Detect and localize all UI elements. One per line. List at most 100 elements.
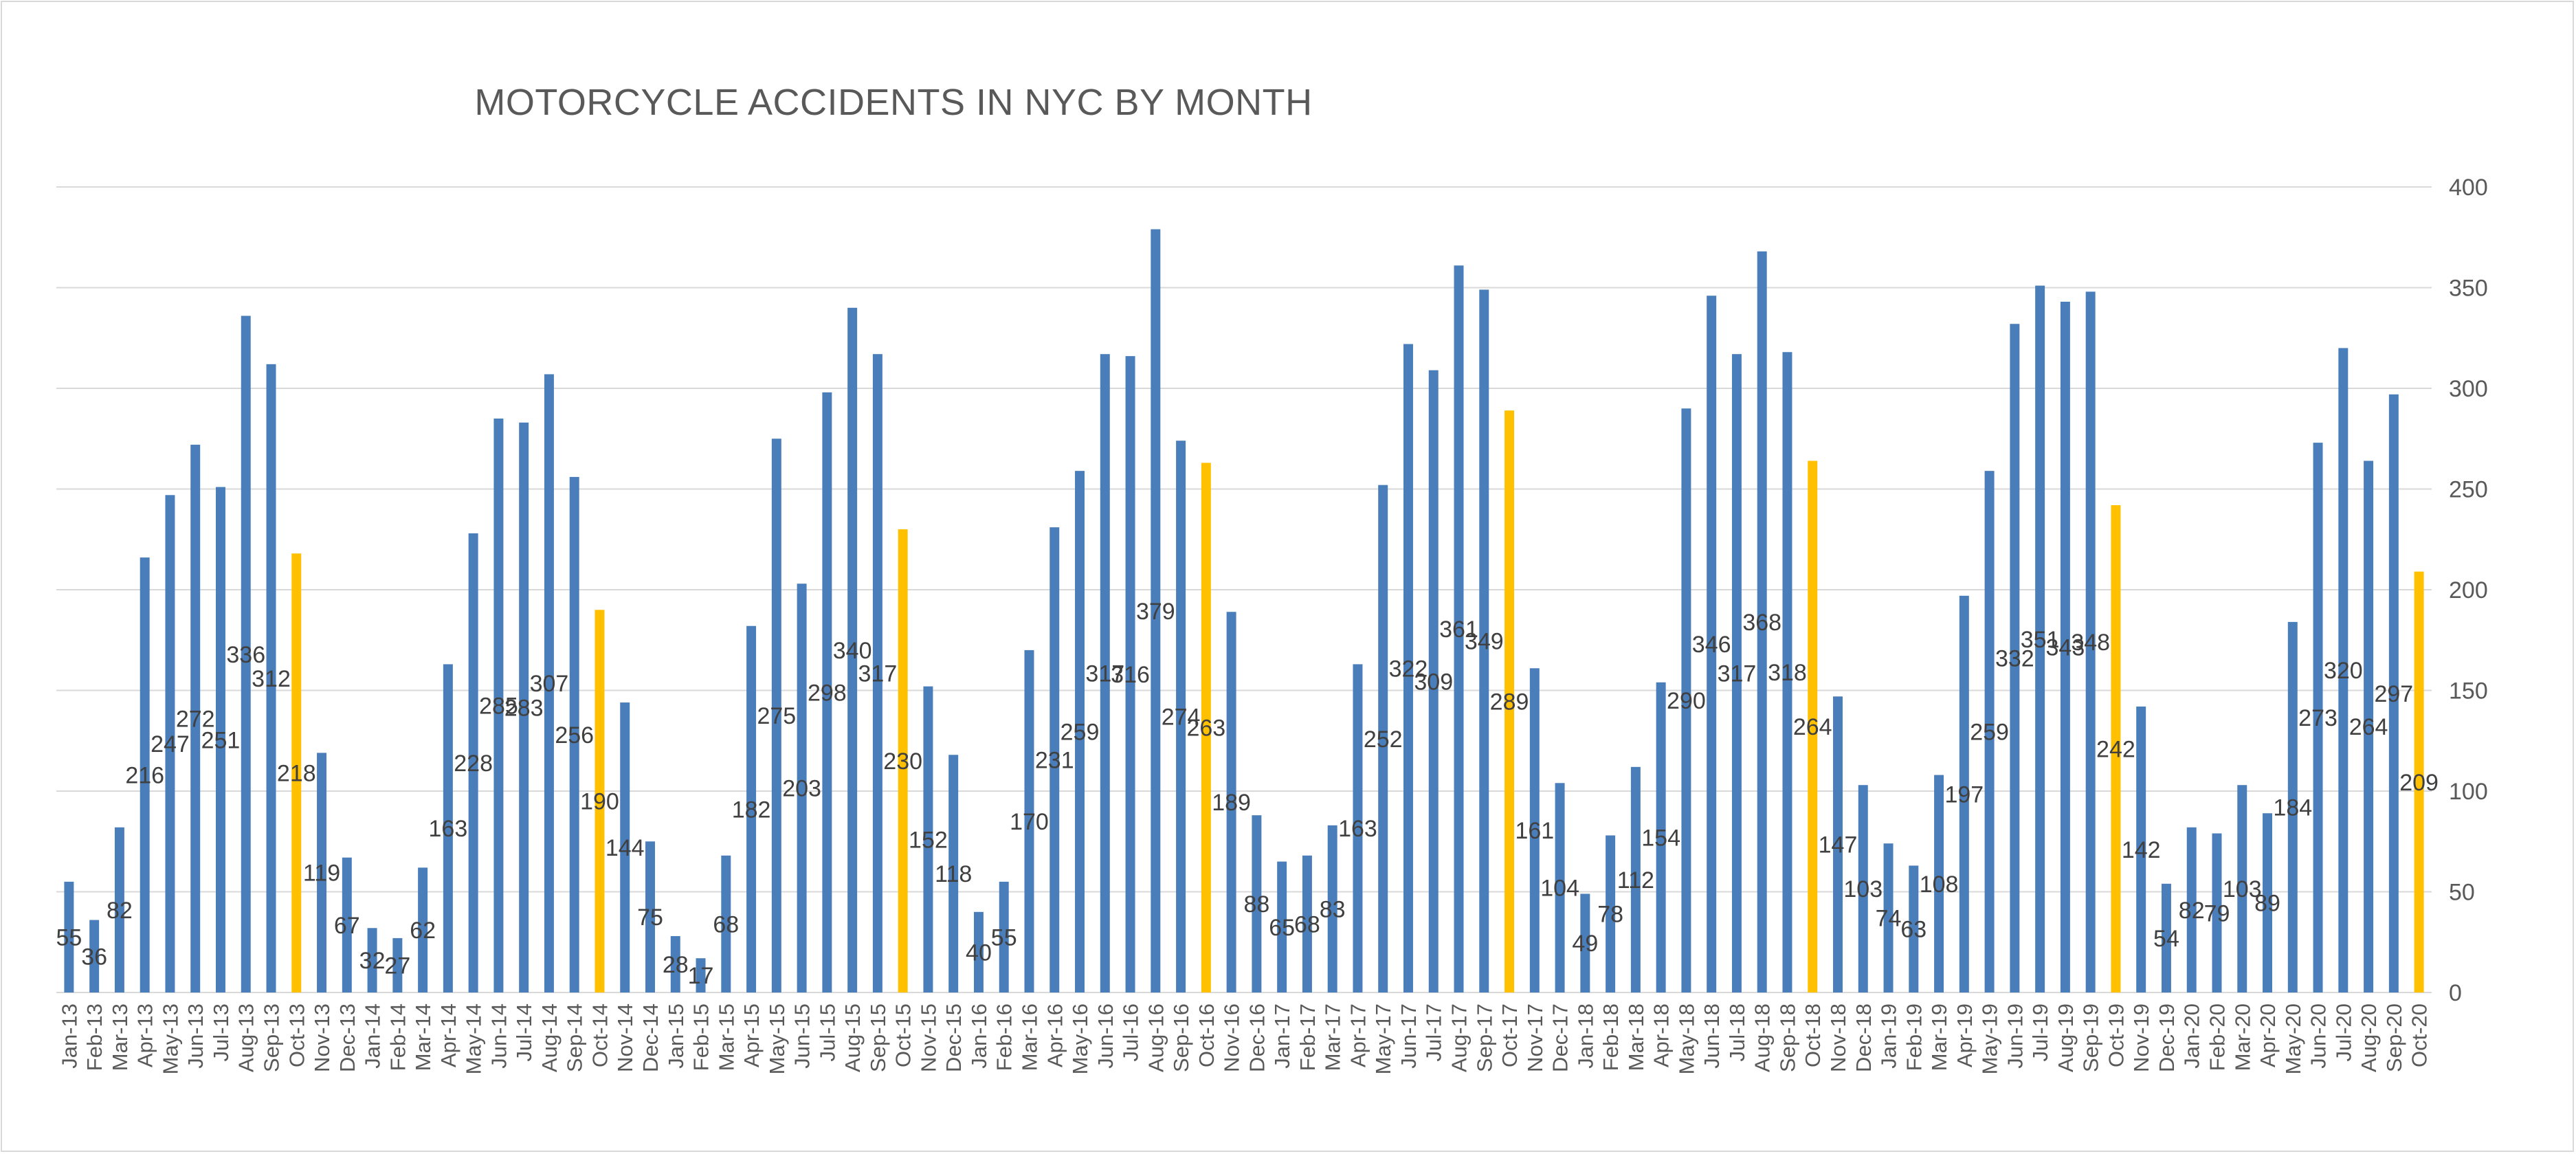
bar xyxy=(898,529,908,992)
bar xyxy=(1909,865,1919,992)
x-category-label: Jan-20 xyxy=(2180,1003,2204,1069)
chart-title: MOTORCYCLE ACCIDENTS IN NYC BY MONTH xyxy=(474,82,1313,123)
x-category-label: Jun-15 xyxy=(790,1003,814,1069)
x-category-label: Jun-13 xyxy=(184,1003,208,1069)
bar xyxy=(266,364,276,992)
data-label: 348 xyxy=(2071,630,2110,656)
y-tick-label: 100 xyxy=(2449,779,2488,805)
x-category-label: Dec-13 xyxy=(335,1003,359,1072)
bar xyxy=(2263,813,2273,992)
x-category-label: Sep-17 xyxy=(1472,1003,1496,1072)
bar xyxy=(569,476,579,992)
bar xyxy=(1201,463,1211,992)
data-label: 27 xyxy=(384,953,410,979)
bar xyxy=(1934,775,1944,992)
data-label: 264 xyxy=(1793,714,1832,740)
x-category-label: Jun-16 xyxy=(1093,1003,1118,1069)
bar xyxy=(1100,354,1110,992)
x-category-label: Oct-19 xyxy=(2104,1003,2128,1067)
bar xyxy=(2111,504,2121,992)
x-category-label: Dec-17 xyxy=(1548,1003,1573,1072)
bar xyxy=(771,439,781,992)
data-label: 231 xyxy=(1035,748,1074,774)
x-category-label: May-13 xyxy=(158,1003,182,1074)
x-category-label: Aug-18 xyxy=(1751,1003,1775,1072)
data-label: 118 xyxy=(935,861,972,887)
bar xyxy=(519,422,529,992)
x-category-label: Feb-18 xyxy=(1599,1003,1623,1071)
bar xyxy=(2186,827,2197,992)
bar xyxy=(797,584,807,992)
x-category-label: Jun-14 xyxy=(487,1003,511,1069)
data-label: 290 xyxy=(1667,688,1706,714)
bar xyxy=(1606,835,1616,992)
x-category-label: Dec-14 xyxy=(639,1003,663,1072)
bar xyxy=(1580,894,1590,992)
x-category-label: Oct-17 xyxy=(1498,1003,1522,1067)
y-axis-ticks: 0 50 100 150 200 250 300 350 400 xyxy=(2449,175,2488,1006)
x-category-label: Sep-16 xyxy=(1169,1003,1193,1072)
data-label: 74 xyxy=(1876,906,1902,932)
bar xyxy=(2414,571,2424,992)
bar xyxy=(2161,883,2171,992)
bar xyxy=(1555,783,1565,992)
data-label: 112 xyxy=(1617,867,1654,894)
x-category-label: Mar-16 xyxy=(1017,1003,1041,1071)
y-tick-label: 150 xyxy=(2449,678,2488,704)
x-category-label: Jul-15 xyxy=(815,1003,839,1061)
x-category-label: Sep-18 xyxy=(1775,1003,1799,1072)
bar xyxy=(721,855,731,992)
x-category-label: Mar-15 xyxy=(714,1003,738,1071)
data-label: 161 xyxy=(1515,818,1554,844)
x-category-label: Apr-15 xyxy=(740,1003,764,1067)
bar xyxy=(1353,664,1363,992)
data-label: 317 xyxy=(1718,661,1757,687)
x-category-label: Feb-16 xyxy=(992,1003,1017,1071)
data-label: 361 xyxy=(1439,617,1478,643)
y-tick-label: 50 xyxy=(2449,880,2475,906)
data-label: 189 xyxy=(1212,790,1251,816)
bar xyxy=(2287,621,2298,992)
data-label: 251 xyxy=(201,727,241,753)
bar xyxy=(2212,833,2222,992)
bar xyxy=(1858,785,1868,992)
x-category-label: Apr-19 xyxy=(1953,1003,1977,1067)
x-category-label: Mar-13 xyxy=(108,1003,132,1071)
x-category-label: May-17 xyxy=(1371,1003,1395,1074)
x-category-label: Jul-16 xyxy=(1119,1003,1143,1061)
data-label: 285 xyxy=(479,693,518,719)
x-category-label: Apr-20 xyxy=(2256,1003,2280,1067)
data-label: 317 xyxy=(1085,661,1124,687)
data-label: 259 xyxy=(1061,720,1100,746)
y-tick-label: 350 xyxy=(2449,276,2488,302)
bar xyxy=(1959,595,1969,992)
data-label: 230 xyxy=(883,748,922,775)
data-label: 63 xyxy=(1900,917,1927,943)
data-label: 283 xyxy=(504,695,544,721)
x-category-label: Mar-14 xyxy=(411,1003,435,1071)
x-category-label: Oct-14 xyxy=(588,1003,612,1067)
x-category-label: May-19 xyxy=(1978,1003,2002,1074)
bar xyxy=(1479,289,1489,992)
data-label: 256 xyxy=(555,722,594,748)
bar xyxy=(418,867,428,992)
x-category-label: Aug-15 xyxy=(841,1003,865,1072)
x-category-label: Sep-14 xyxy=(563,1003,587,1072)
bar xyxy=(2035,285,2045,992)
bar xyxy=(1782,352,1792,992)
x-category-label: Jul-13 xyxy=(209,1003,233,1061)
data-label: 119 xyxy=(303,861,340,887)
x-category-label: Nov-19 xyxy=(2129,1003,2153,1072)
data-label: 103 xyxy=(1843,876,1883,902)
data-label: 55 xyxy=(56,924,82,951)
data-label: 247 xyxy=(151,731,190,757)
bar xyxy=(392,937,403,992)
bar xyxy=(1327,825,1337,992)
data-label: 216 xyxy=(125,763,164,789)
data-label: 89 xyxy=(2254,891,2280,917)
x-category-label: Feb-17 xyxy=(1296,1003,1320,1071)
bar xyxy=(2388,394,2399,992)
x-category-label: Dec-18 xyxy=(1852,1003,1876,1072)
data-label: 82 xyxy=(2179,898,2205,924)
